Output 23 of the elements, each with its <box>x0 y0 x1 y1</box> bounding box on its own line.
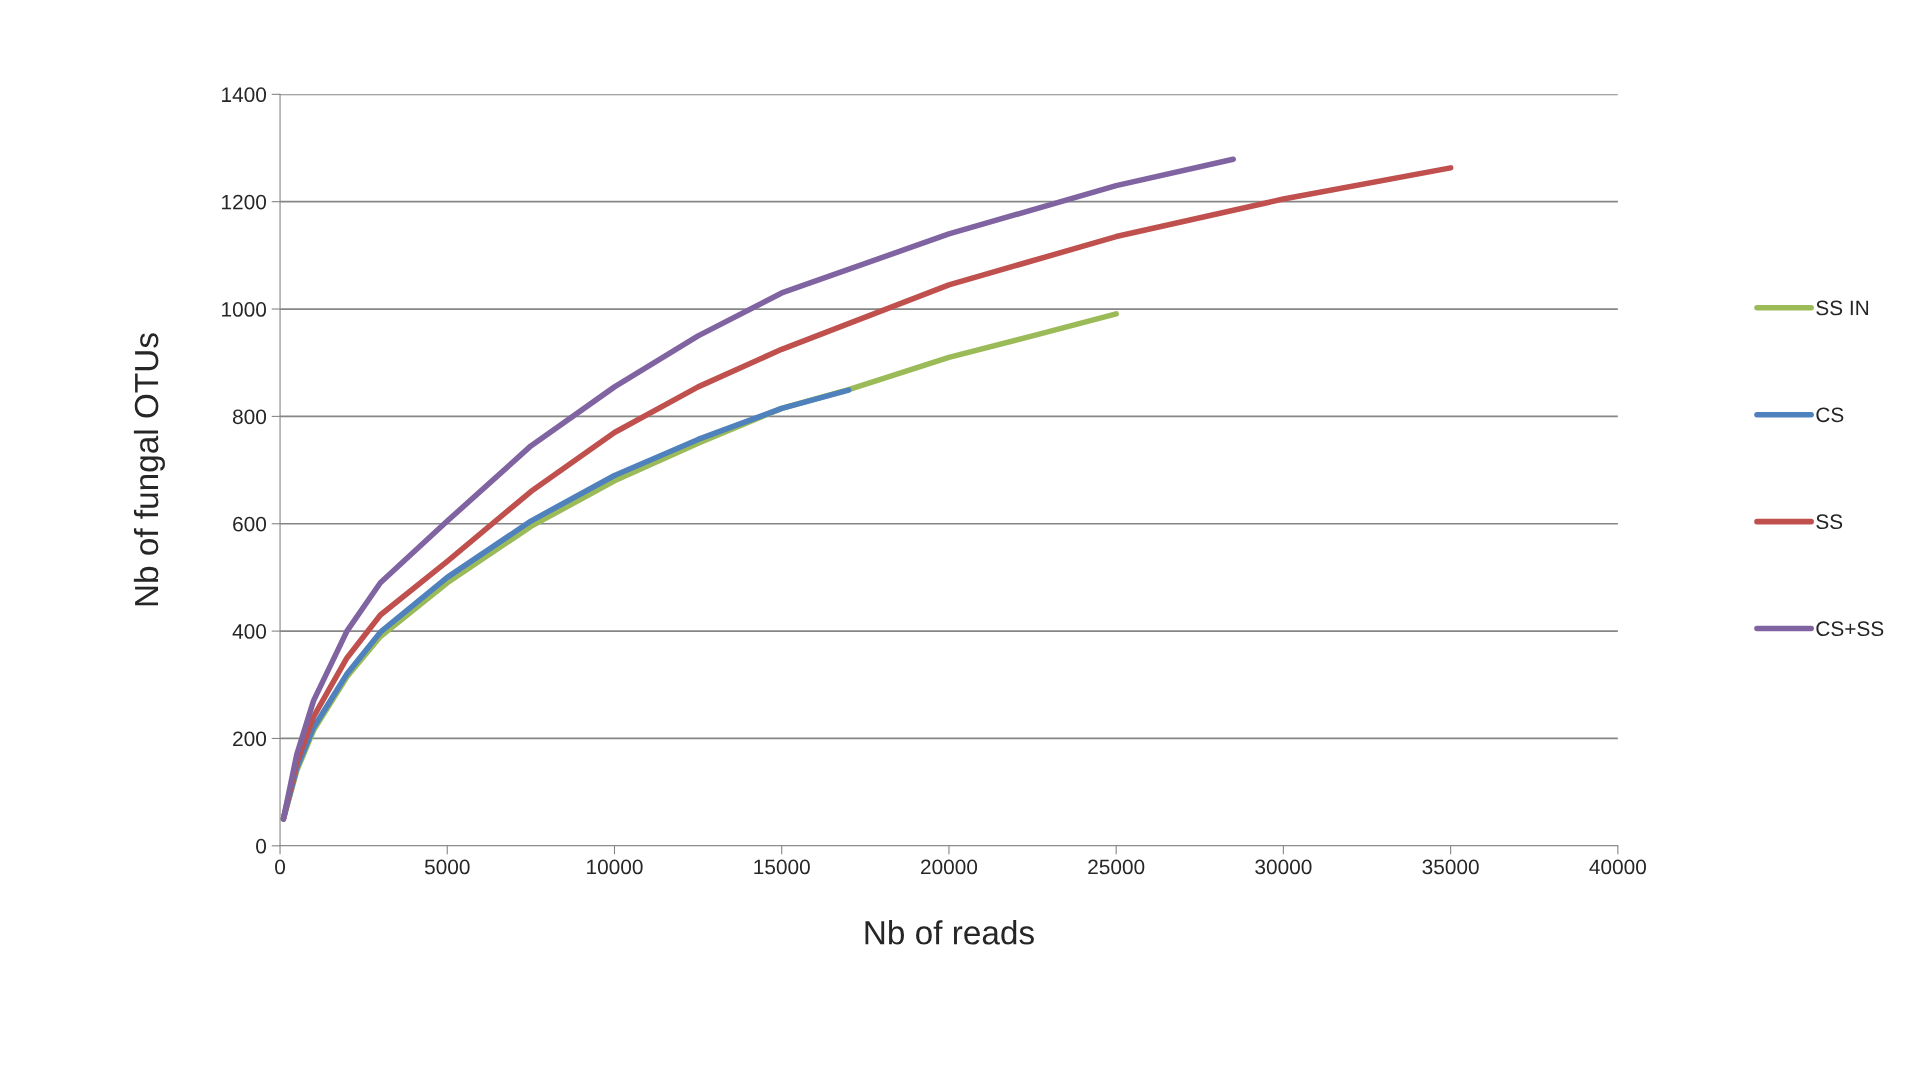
x-tick-label: 35000 <box>1422 859 1479 875</box>
x-tick-label: 40000 <box>1589 859 1646 875</box>
y-tick-label: 1000 <box>222 302 267 317</box>
x-tick-label: 30000 <box>1255 859 1312 875</box>
y-tick-label: 400 <box>232 624 267 639</box>
y-tick-label: 1400 <box>222 87 267 103</box>
x-tick-label: 5000 <box>424 859 470 875</box>
y-tick-label: 1200 <box>222 194 267 210</box>
x-tick-label: 20000 <box>921 859 978 875</box>
y-tick-label: 0 <box>256 838 267 854</box>
x-tick-label: 10000 <box>587 859 643 875</box>
legend-label: CS+SS <box>1816 621 1884 637</box>
legend-label: SS <box>1816 514 1843 530</box>
legend-label: CS <box>1816 407 1844 423</box>
x-tick-label: 25000 <box>1088 859 1145 875</box>
x-tick-label: 0 <box>275 859 286 875</box>
y-axis-title: Nb of fungal OTUs <box>133 333 165 606</box>
y-tick-label: 600 <box>233 516 267 532</box>
legend-label: SS IN <box>1816 300 1869 316</box>
y-tick-label: 200 <box>233 731 267 747</box>
x-tick-label: 15000 <box>754 859 810 875</box>
y-tick-label: 800 <box>233 409 267 425</box>
x-axis-title: Nb of reads <box>865 920 1034 945</box>
